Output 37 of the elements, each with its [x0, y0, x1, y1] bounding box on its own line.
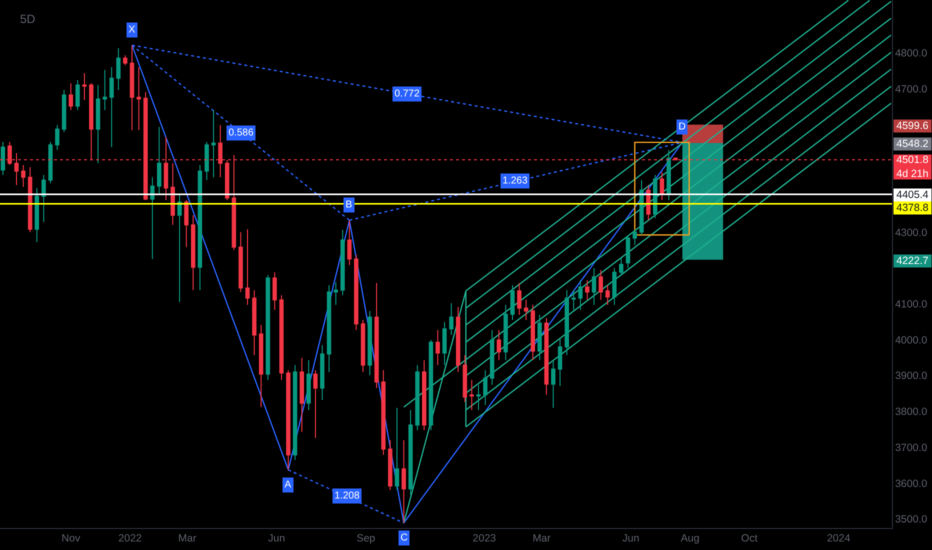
- y-tick-label: 4800.0: [895, 47, 928, 60]
- x-tick-label: Oct: [741, 532, 758, 545]
- y-tick-label: 4100.0: [895, 298, 928, 310]
- text: 5D: [20, 12, 36, 26]
- x-tick-label: Aug: [680, 532, 700, 545]
- y-tick-label: 4300.0: [895, 226, 928, 239]
- annotation: 0.772: [394, 88, 420, 100]
- annotation: A: [284, 480, 292, 490]
- y-tick-label: 4000.0: [895, 334, 928, 346]
- y-tick-label: 4700.0: [895, 83, 928, 96]
- y-tick-label: 3500.0: [895, 514, 928, 526]
- x-tick-label: Jun: [268, 532, 286, 545]
- annotation: 0.586: [228, 128, 254, 138]
- y-tick-label: 3700.0: [895, 442, 928, 454]
- annotation: 1.263: [502, 176, 528, 186]
- x-tick-label: Nov: [62, 532, 81, 545]
- annotation: 1.208: [334, 490, 360, 502]
- annotation: D: [678, 122, 686, 132]
- x-tick-label: 2024: [826, 532, 850, 545]
- x-tick-label: 2023: [472, 532, 496, 545]
- x-tick-label: Mar: [178, 532, 197, 545]
- ref-line-label: 4405.4: [896, 189, 929, 201]
- annotation: C: [400, 532, 408, 544]
- annotation: 4222.7: [896, 255, 929, 267]
- annotation: B: [346, 200, 352, 210]
- x-tick-label: Sep: [356, 532, 376, 545]
- annotation: 4599.6: [896, 120, 929, 132]
- ref-line-label: 4501.8 4d 21h: [896, 154, 929, 180]
- x-tick-label: Mar: [532, 532, 552, 545]
- y-tick-label: 3900.0: [895, 370, 928, 382]
- annotation: 4548.2: [896, 138, 929, 150]
- annotation: X: [128, 24, 136, 36]
- y-tick-label: 3600.0: [895, 478, 928, 490]
- y-tick-label: 3800.0: [895, 406, 928, 418]
- x-tick-label: 2022: [118, 532, 142, 545]
- ref-line-label: 4378.8: [896, 202, 929, 214]
- x-tick-label: Jun: [622, 532, 640, 545]
